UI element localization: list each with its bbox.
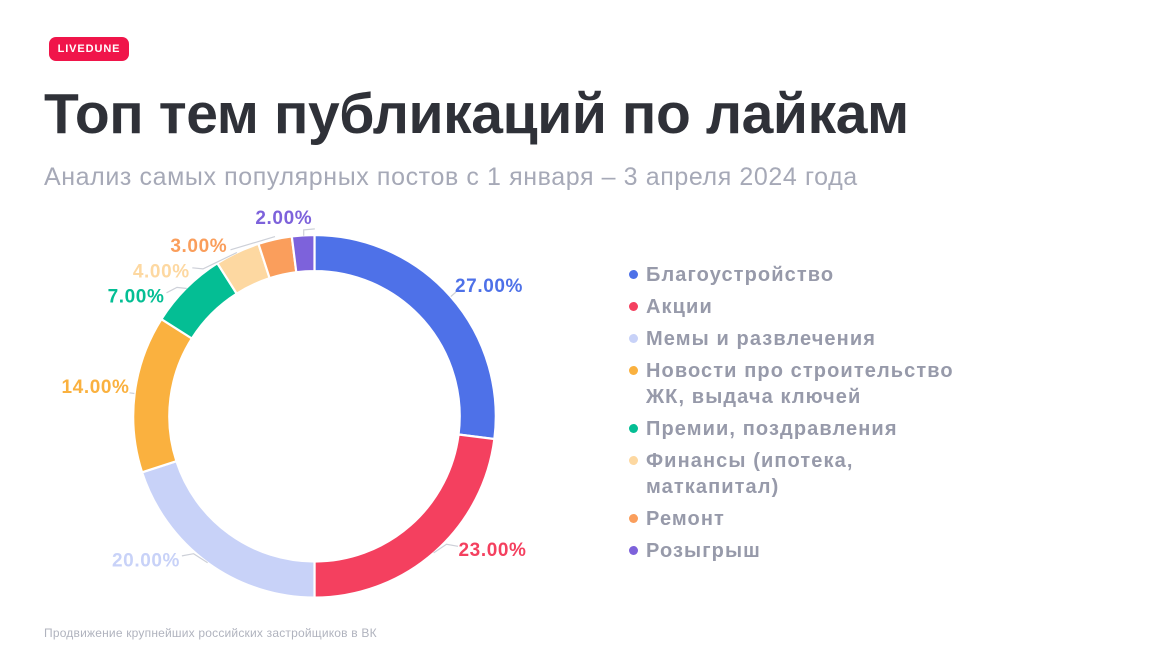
svg-text:3.00%: 3.00% (170, 236, 227, 257)
svg-text:27.00%: 27.00% (455, 276, 523, 297)
svg-text:23.00%: 23.00% (459, 540, 527, 561)
svg-text:14.00%: 14.00% (62, 377, 130, 398)
svg-text:20.00%: 20.00% (112, 551, 180, 572)
svg-text:2.00%: 2.00% (255, 208, 312, 229)
svg-text:4.00%: 4.00% (133, 261, 190, 282)
svg-text:7.00%: 7.00% (108, 287, 165, 308)
